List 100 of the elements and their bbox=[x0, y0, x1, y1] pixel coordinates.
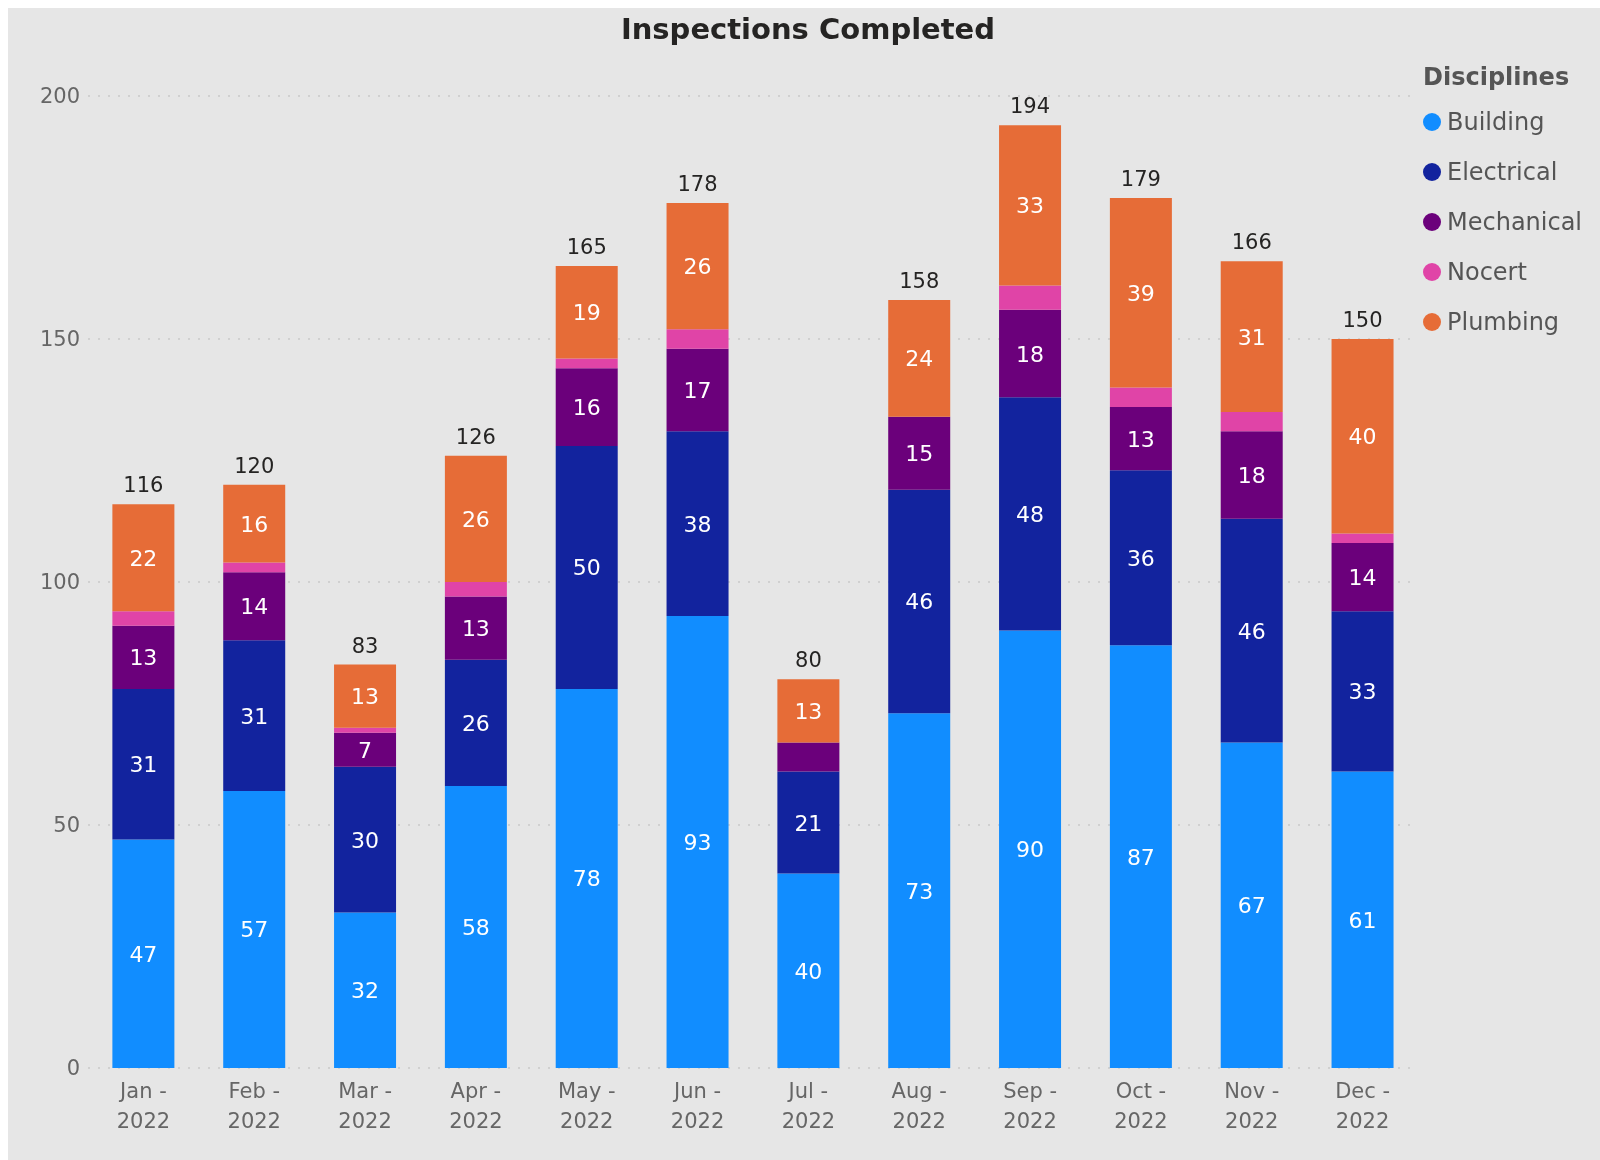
data-label: 26 bbox=[683, 254, 712, 280]
x-tick-label: Nov - 2022 bbox=[1224, 1079, 1280, 1133]
bar bbox=[444, 596, 507, 660]
x-tick-label: Feb - 2022 bbox=[227, 1079, 281, 1133]
bar bbox=[112, 839, 175, 1068]
total-label: 178 bbox=[677, 171, 718, 196]
bar bbox=[112, 611, 175, 626]
data-label: 47 bbox=[129, 941, 158, 967]
x-tick-label: Dec - 2022 bbox=[1335, 1079, 1391, 1133]
x-tick-label: Jul - 2022 bbox=[781, 1079, 836, 1133]
bar bbox=[1331, 339, 1394, 534]
data-label: 40 bbox=[794, 958, 823, 984]
total-label: 83 bbox=[351, 633, 379, 658]
y-tick-label: 100 bbox=[39, 570, 80, 595]
data-label: 13 bbox=[461, 616, 490, 642]
legend-label: Plumbing bbox=[1447, 308, 1560, 336]
data-label: 13 bbox=[1126, 426, 1155, 452]
bar bbox=[666, 431, 729, 617]
x-tick-label: Apr - 2022 bbox=[449, 1079, 503, 1133]
data-label: 50 bbox=[572, 555, 601, 581]
legend-label: Mechanical bbox=[1447, 208, 1583, 236]
bar bbox=[112, 688, 175, 840]
data-label: 7 bbox=[358, 737, 373, 763]
total-label: 126 bbox=[455, 424, 496, 449]
bar bbox=[555, 688, 618, 1068]
data-label: 57 bbox=[240, 917, 269, 943]
data-label: 13 bbox=[351, 684, 380, 710]
bar bbox=[888, 713, 951, 1068]
data-label: 33 bbox=[1348, 679, 1377, 705]
y-tick-label: 200 bbox=[39, 84, 80, 109]
legend-label: Building bbox=[1447, 108, 1545, 136]
x-tick-label: Sep - 2022 bbox=[1003, 1079, 1058, 1133]
bar bbox=[1109, 645, 1172, 1068]
bar bbox=[999, 630, 1062, 1068]
x-tick-label: Mar - 2022 bbox=[338, 1079, 393, 1133]
data-label: 16 bbox=[572, 395, 601, 421]
bar bbox=[223, 640, 286, 791]
bar bbox=[334, 912, 397, 1068]
data-label: 32 bbox=[351, 978, 380, 1004]
data-label: 40 bbox=[1348, 424, 1377, 450]
data-label: 93 bbox=[683, 830, 712, 856]
bar bbox=[999, 285, 1062, 310]
x-tick-label: Jun - 2022 bbox=[670, 1079, 725, 1133]
total-label: 120 bbox=[234, 453, 275, 478]
data-label: 26 bbox=[461, 506, 490, 532]
data-label: 39 bbox=[1126, 280, 1155, 306]
data-label: 46 bbox=[905, 589, 934, 615]
bar bbox=[1220, 431, 1283, 519]
bar bbox=[555, 358, 618, 369]
data-label: 18 bbox=[1016, 341, 1045, 367]
chart-title: Inspections Completed bbox=[619, 12, 997, 46]
x-tick-label: Jan - 2022 bbox=[116, 1079, 171, 1133]
data-label: 78 bbox=[572, 866, 601, 892]
data-label: 13 bbox=[129, 645, 158, 671]
y-tick-label: 50 bbox=[53, 813, 80, 838]
total-label: 116 bbox=[123, 473, 164, 498]
bar bbox=[1109, 470, 1172, 646]
bar bbox=[999, 125, 1062, 286]
bar bbox=[777, 679, 840, 743]
data-label: 67 bbox=[1237, 893, 1266, 919]
bar bbox=[1220, 742, 1283, 1068]
data-label: 31 bbox=[1237, 324, 1266, 350]
bar bbox=[1220, 518, 1283, 743]
bar bbox=[1331, 611, 1394, 772]
data-label: 13 bbox=[794, 698, 823, 724]
data-label: 36 bbox=[1126, 545, 1155, 571]
bar bbox=[334, 664, 397, 728]
bar bbox=[1109, 198, 1172, 388]
data-label: 24 bbox=[905, 346, 934, 372]
bar bbox=[1109, 387, 1172, 408]
bar bbox=[1331, 533, 1394, 544]
data-label: 19 bbox=[572, 300, 601, 326]
bar bbox=[888, 416, 951, 490]
bar bbox=[777, 742, 840, 772]
x-tick-label: Aug - 2022 bbox=[891, 1079, 947, 1133]
bar bbox=[888, 300, 951, 417]
bar bbox=[334, 766, 397, 913]
total-label: 158 bbox=[899, 269, 940, 294]
legend-label: Nocert bbox=[1447, 258, 1527, 286]
total-label: 165 bbox=[566, 235, 607, 260]
data-label: 48 bbox=[1016, 501, 1045, 527]
data-label: 46 bbox=[1237, 618, 1266, 644]
bar bbox=[444, 582, 507, 597]
bar bbox=[1109, 407, 1172, 471]
bar bbox=[223, 572, 286, 641]
data-label: 90 bbox=[1016, 837, 1045, 863]
bar bbox=[1220, 261, 1283, 412]
data-label: 16 bbox=[240, 511, 269, 537]
bar bbox=[999, 397, 1062, 631]
bar bbox=[666, 329, 729, 349]
bar bbox=[444, 786, 507, 1068]
bar bbox=[555, 266, 618, 359]
data-label: 61 bbox=[1348, 907, 1377, 933]
x-tick-label: Oct - 2022 bbox=[1114, 1079, 1168, 1133]
data-label: 21 bbox=[794, 810, 823, 836]
bar bbox=[777, 873, 840, 1068]
bar bbox=[999, 309, 1062, 398]
data-label: 38 bbox=[683, 511, 712, 537]
data-label: 87 bbox=[1126, 844, 1155, 870]
bar bbox=[223, 484, 286, 563]
